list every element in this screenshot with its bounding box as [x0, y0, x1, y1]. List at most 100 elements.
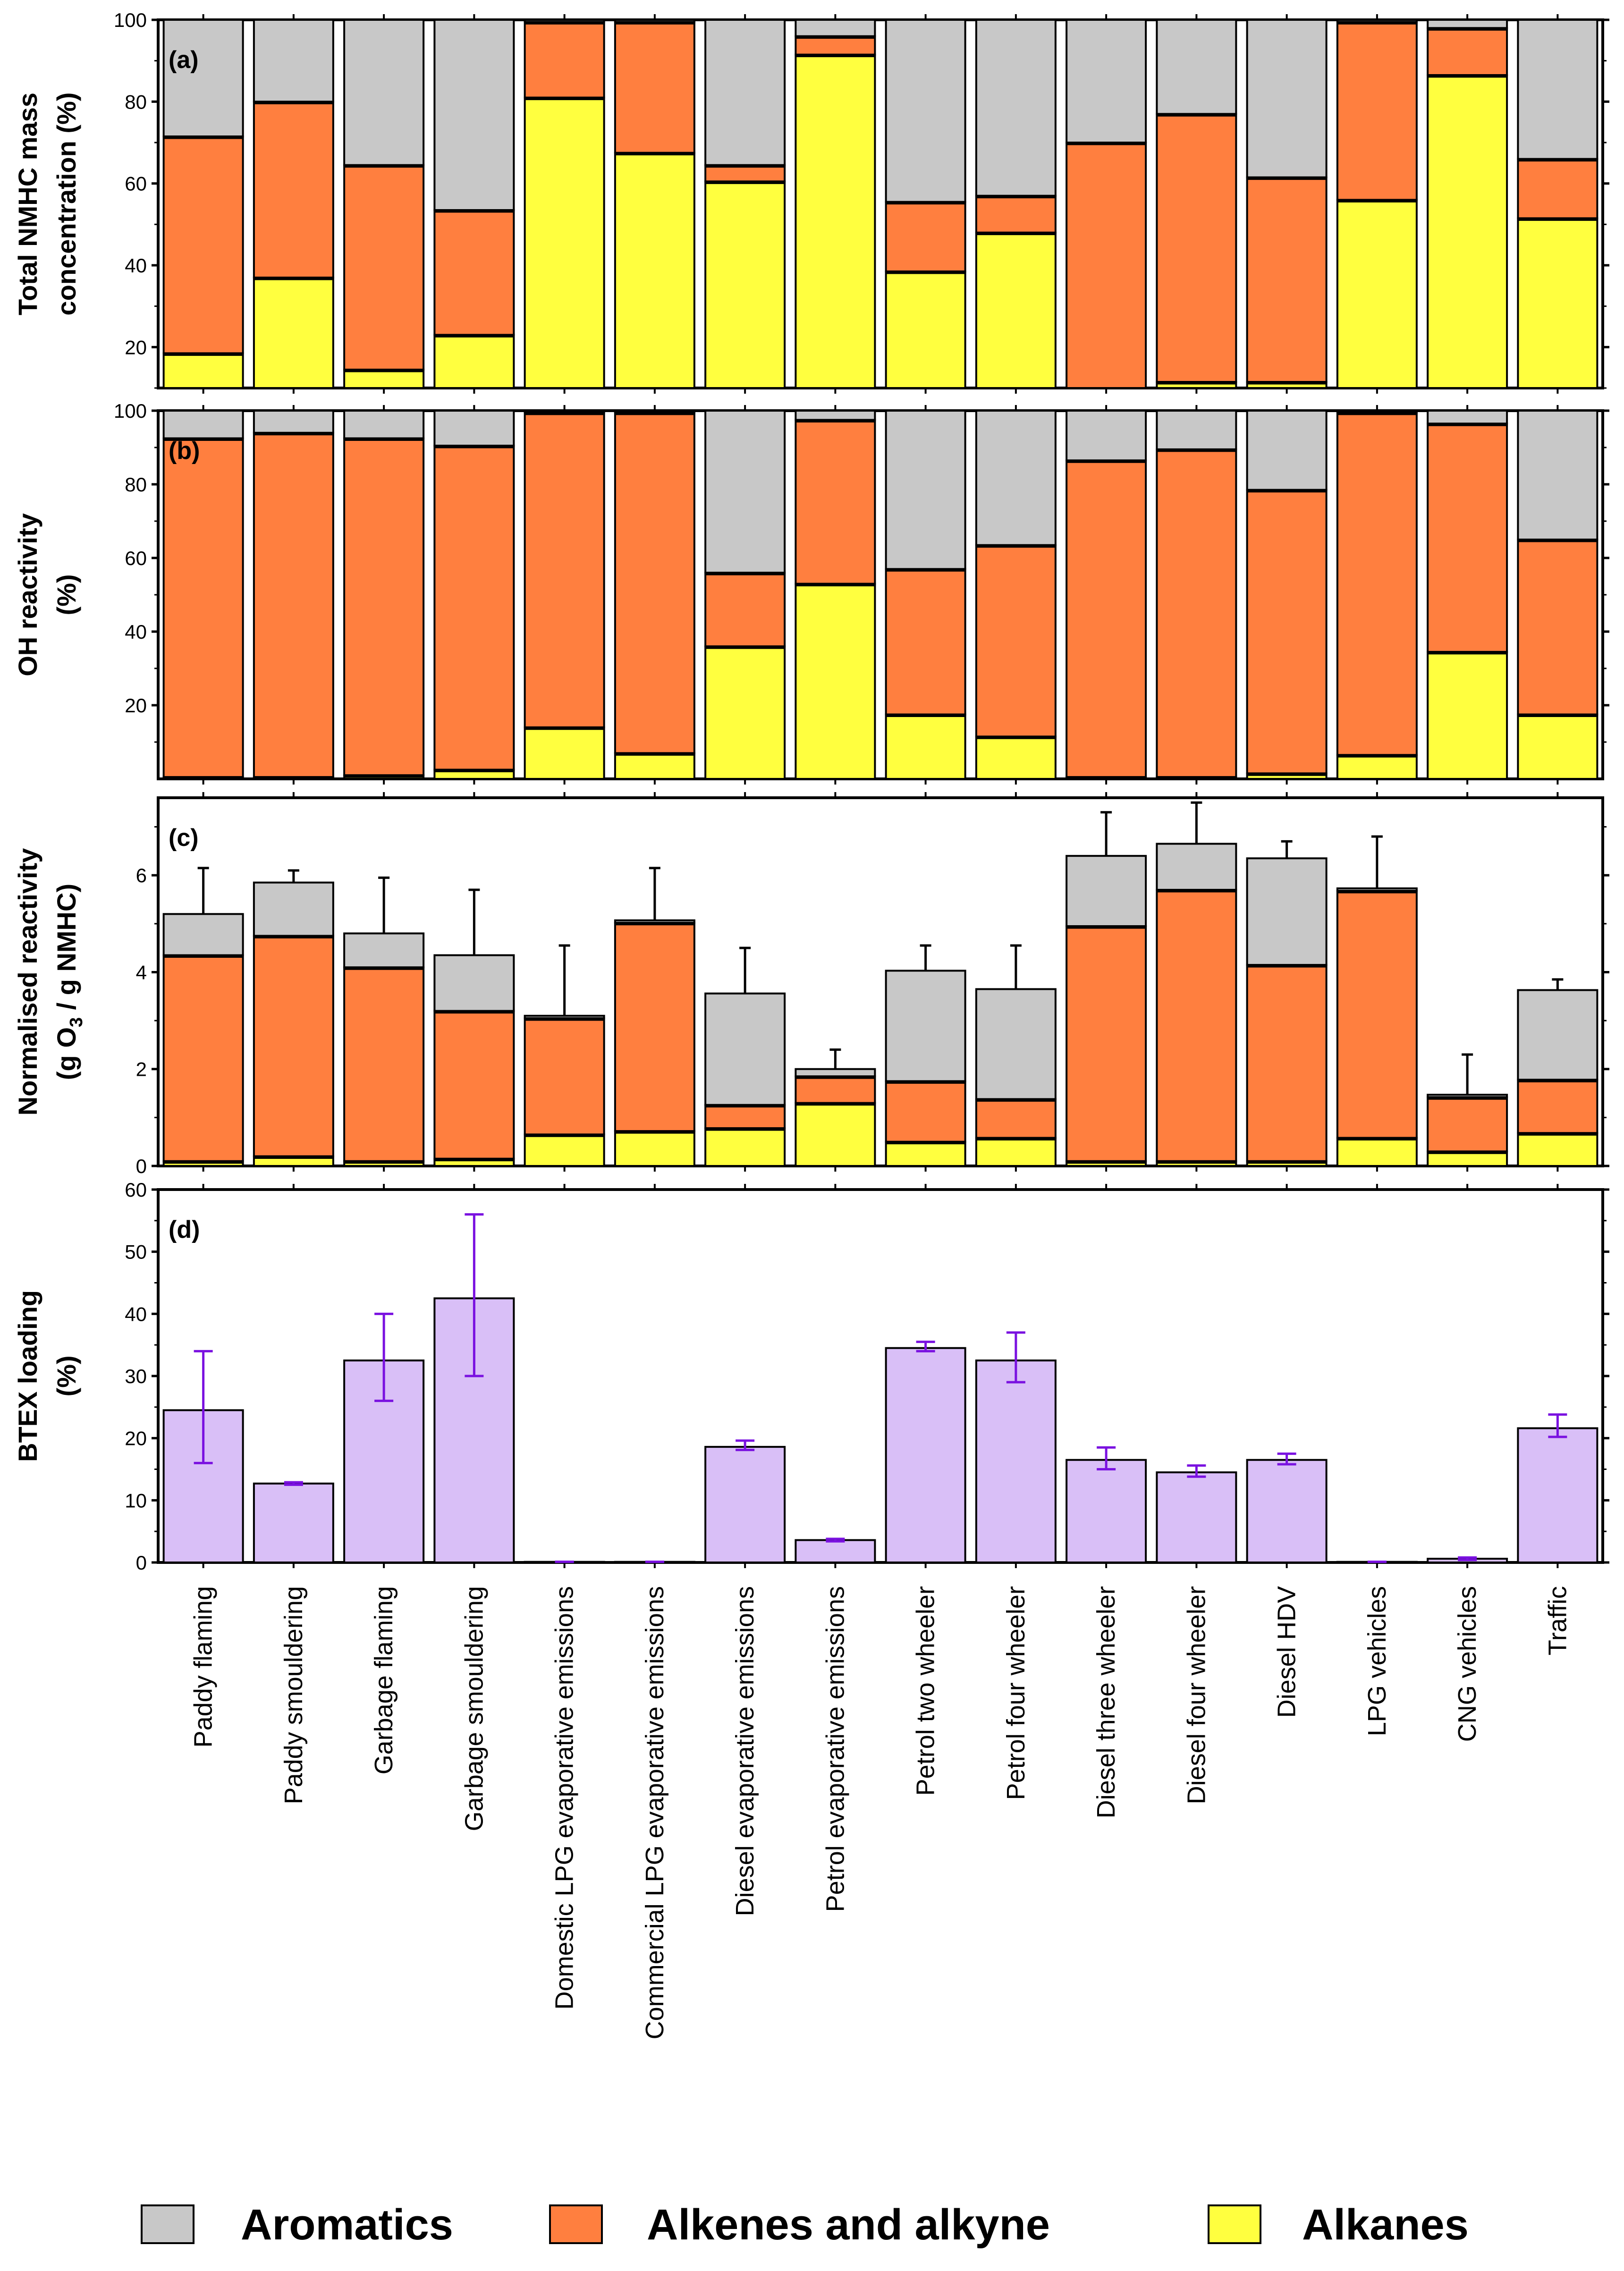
p2-bar-aromatics	[1066, 855, 1147, 927]
p2-ylabel-subscript: 3	[67, 1017, 86, 1027]
p1-bar-aromatics	[524, 410, 605, 414]
p1-bar-aromatics	[433, 410, 515, 447]
p2-bar-alkanes	[614, 1130, 695, 1167]
panel-c: 0 2 4 6 (c) Normalised reactivity (g O3 / g NM…	[13, 792, 1609, 1177]
p3-bar-btex	[1066, 1459, 1147, 1563]
p0-bar-alkenes	[433, 209, 515, 336]
p3-ytick-label: 0	[136, 1552, 147, 1574]
p3-bar-btex	[795, 1539, 876, 1564]
p0-bar-alkenes	[1336, 21, 1418, 201]
p3-ytick-label: 50	[125, 1241, 147, 1263]
p2-bar-alkanes	[795, 1102, 876, 1167]
category-label: Domestic LPG evaporative emissions	[550, 1586, 579, 2009]
p2-ytick-label: 0	[136, 1155, 147, 1177]
p2-ylabel-part: (g O	[51, 1027, 81, 1080]
p1-bar-aromatics	[614, 410, 695, 414]
p1-bar-alkenes	[795, 419, 876, 585]
p1-bar-alkanes	[1517, 713, 1599, 780]
legend-swatch-aromatics	[141, 2204, 195, 2244]
p1-bar-aromatics	[1246, 410, 1328, 491]
p2-bar-alkenes	[524, 1017, 605, 1136]
category-label: CNG vehicles	[1453, 1586, 1481, 1742]
p0-bar-alkanes	[162, 352, 244, 389]
p0-bar-alkenes	[975, 194, 1057, 234]
p0-bar-alkanes	[524, 96, 605, 389]
p0-bar-alkenes	[1066, 142, 1147, 389]
p2-bar-alkenes	[1427, 1096, 1508, 1153]
p2-bar-aromatics	[162, 913, 244, 956]
p3-bar-btex	[704, 1446, 786, 1564]
panel-d: 0 10 20 30 40 50 60 (d) BTEX loading (%)	[13, 1179, 1609, 1574]
p1-bar-aromatics	[1517, 410, 1599, 540]
p1-bar-alkenes	[885, 568, 966, 716]
p0-bar-aromatics	[975, 19, 1057, 197]
category-label: Petrol two wheeler	[912, 1586, 940, 1796]
p2-ylabel-part: / g NMHC)	[51, 884, 81, 1017]
p1-bar-alkenes	[1427, 422, 1508, 653]
p0-bar-alkanes	[795, 53, 876, 389]
p2-bar-alkenes	[614, 921, 695, 1132]
p0-bar-alkenes	[253, 101, 334, 279]
p2-bar-alkenes	[162, 954, 244, 1162]
p1-ytick-label: 40	[125, 621, 147, 643]
category-label: Petrol evaporative emissions	[821, 1586, 849, 1912]
p0-bar-alkenes	[343, 164, 425, 371]
category-label: Diesel three wheeler	[1092, 1586, 1120, 1818]
p2-bar-alkanes	[975, 1137, 1057, 1167]
p1-bar-alkenes	[433, 445, 515, 771]
p2-bar-aromatics	[343, 932, 425, 969]
p1-bar-aromatics	[975, 410, 1057, 546]
p0-bar-aromatics	[524, 19, 605, 23]
p2-ytick-label: 4	[136, 961, 147, 983]
p2-bar-aromatics	[524, 1014, 605, 1019]
category-label: Diesel evaporative emissions	[731, 1586, 759, 1916]
p3-ytick-label: 20	[125, 1427, 147, 1450]
category-label: Traffic	[1543, 1586, 1572, 1655]
p2-bar-aromatics	[1517, 989, 1599, 1081]
p2-ytick-label: 6	[136, 864, 147, 886]
p1-bar-alkanes	[704, 645, 786, 780]
p2-bar-aromatics	[885, 970, 966, 1082]
p2-bar-alkenes	[1336, 890, 1418, 1139]
p0-ylabel-line2: concentration (%)	[51, 93, 81, 316]
p0-bar-alkenes	[1246, 176, 1328, 383]
category-label: Commercial LPG evaporative emissions	[641, 1586, 669, 2039]
p0-bar-aromatics	[1156, 19, 1237, 115]
p0-bar-alkenes	[795, 35, 876, 56]
category-label: Petrol four wheeler	[1002, 1586, 1030, 1800]
p0-bar-aromatics	[1427, 19, 1508, 29]
p2-bar-aromatics	[253, 881, 334, 937]
legend-swatch-alkanes	[1208, 2204, 1261, 2244]
p1-bar-aromatics	[162, 410, 244, 439]
p3-ytick-label: 40	[125, 1303, 147, 1325]
p1-bar-aromatics	[253, 410, 334, 434]
p0-bar-alkanes	[1427, 74, 1508, 389]
p1-bar-aromatics	[343, 410, 425, 439]
p0-panel-label: (a)	[169, 46, 199, 74]
p0-ytick-label: 80	[125, 91, 147, 113]
p2-bar-alkanes	[1517, 1132, 1599, 1167]
p2-bar-alkenes	[343, 966, 425, 1162]
p3-bar-btex	[975, 1359, 1057, 1563]
p2-bar-aromatics	[1156, 843, 1237, 891]
p2-bar-aromatics	[614, 919, 695, 924]
p1-bar-alkenes	[1517, 539, 1599, 716]
p1-bar-aromatics	[1427, 410, 1508, 425]
legend-label-aromatics: Aromatics	[241, 2201, 453, 2249]
p1-bar-alkanes	[1427, 650, 1508, 780]
p3-bar-btex	[1517, 1427, 1599, 1564]
p1-bar-alkenes	[975, 544, 1057, 738]
category-label: Garbage smouldering	[460, 1586, 488, 1831]
p2-bar-aromatics	[795, 1068, 876, 1078]
p0-bar-aromatics	[1246, 19, 1328, 178]
p0-bar-alkanes	[975, 231, 1057, 389]
p0-bar-aromatics	[614, 19, 695, 23]
p0-bar-alkanes	[253, 277, 334, 389]
p2-bar-alkenes	[975, 1098, 1057, 1139]
p2-ytick-label: 2	[136, 1058, 147, 1081]
p1-bar-alkenes	[343, 437, 425, 777]
p0-bar-alkenes	[614, 21, 695, 154]
p0-bar-alkanes	[885, 270, 966, 389]
p0-ytick-label: 100	[114, 9, 147, 31]
p2-bar-aromatics	[1336, 887, 1418, 892]
